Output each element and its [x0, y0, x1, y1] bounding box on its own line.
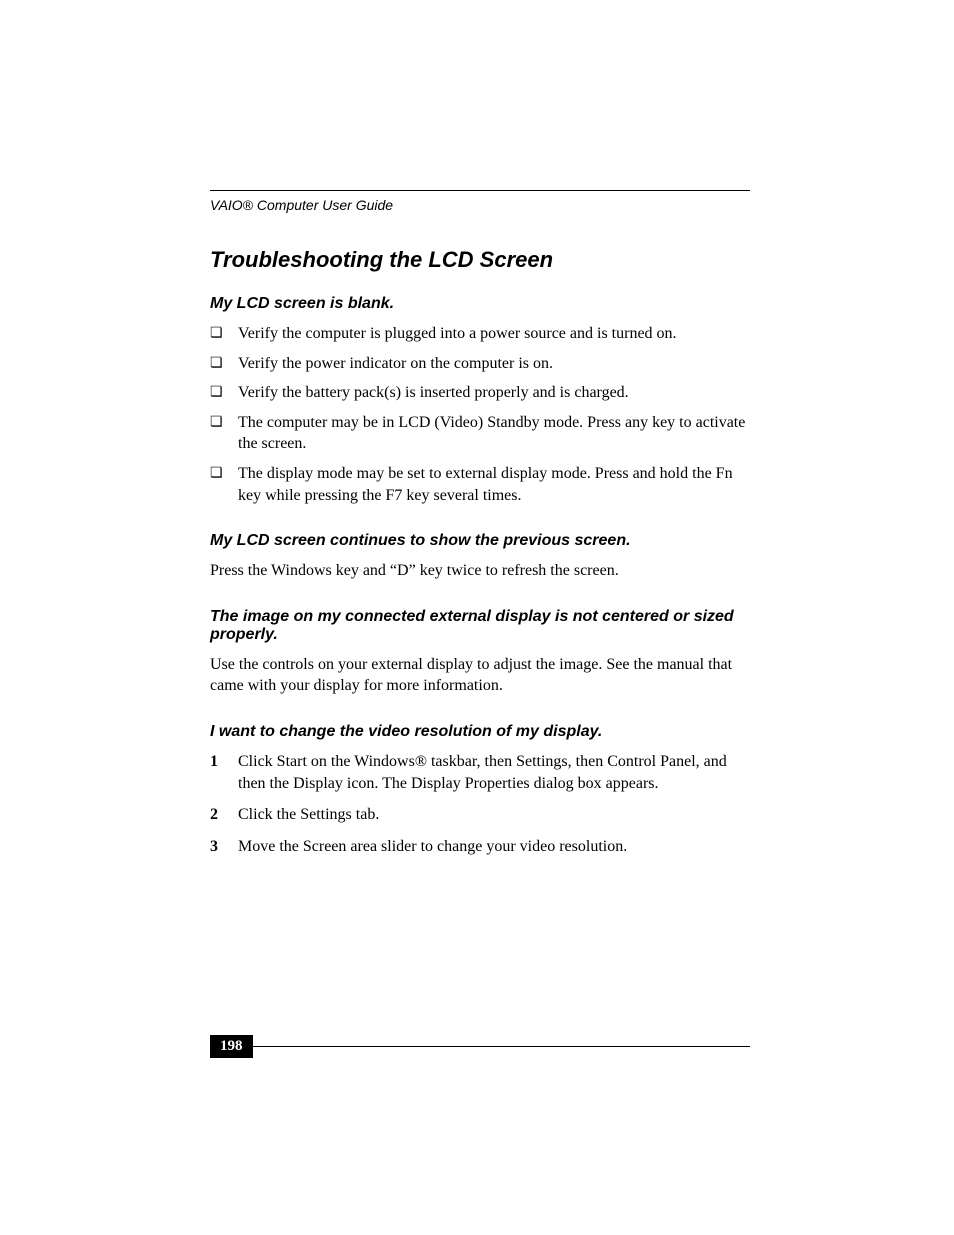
section-heading: My LCD screen is blank.	[210, 295, 750, 313]
list-item: ❏Verify the power indicator on the compu…	[210, 353, 750, 375]
checkbox-icon: ❏	[210, 382, 238, 403]
list-item-text: The display mode may be set to external …	[238, 463, 750, 506]
checkbox-icon: ❏	[210, 353, 238, 374]
checklist: ❏Verify the computer is plugged into a p…	[210, 323, 750, 506]
section-previous-screen: My LCD screen continues to show the prev…	[210, 532, 750, 582]
ordered-steps: 1Click Start on the Windows® taskbar, th…	[210, 751, 750, 857]
step-number: 3	[210, 836, 238, 858]
section-external-display: The image on my connected external displ…	[210, 608, 750, 697]
list-item: 2Click the Settings tab.	[210, 804, 750, 826]
list-item-text: The computer may be in LCD (Video) Stand…	[238, 412, 750, 455]
section-heading: The image on my connected external displ…	[210, 608, 750, 644]
list-item-text: Click the Settings tab.	[238, 804, 750, 826]
running-head: VAIO® Computer User Guide	[210, 197, 750, 213]
section-heading: My LCD screen continues to show the prev…	[210, 532, 750, 550]
step-number: 2	[210, 804, 238, 826]
checkbox-icon: ❏	[210, 463, 238, 484]
list-item-text: Verify the power indicator on the comput…	[238, 353, 750, 375]
checkbox-icon: ❏	[210, 323, 238, 344]
list-item-text: Move the Screen area slider to change yo…	[238, 836, 750, 858]
body-text: Press the Windows key and “D” key twice …	[210, 560, 750, 582]
footer-rule	[253, 1046, 751, 1047]
step-number: 1	[210, 751, 238, 773]
section-blank-screen: My LCD screen is blank. ❏Verify the comp…	[210, 295, 750, 506]
body-text: Use the controls on your external displa…	[210, 654, 750, 697]
list-item-text: Verify the battery pack(s) is inserted p…	[238, 382, 750, 404]
section-heading: I want to change the video resolution of…	[210, 723, 750, 741]
list-item-text: Click Start on the Windows® taskbar, the…	[238, 751, 750, 794]
page-number: 198	[210, 1035, 253, 1058]
page-content: VAIO® Computer User Guide Troubleshootin…	[210, 190, 750, 883]
list-item: ❏The computer may be in LCD (Video) Stan…	[210, 412, 750, 455]
header-rule	[210, 190, 750, 191]
list-item-text: Verify the computer is plugged into a po…	[238, 323, 750, 345]
section-change-resolution: I want to change the video resolution of…	[210, 723, 750, 857]
list-item: ❏Verify the computer is plugged into a p…	[210, 323, 750, 345]
list-item: 1Click Start on the Windows® taskbar, th…	[210, 751, 750, 794]
page-footer: 198	[210, 1035, 750, 1058]
checkbox-icon: ❏	[210, 412, 238, 433]
list-item: ❏Verify the battery pack(s) is inserted …	[210, 382, 750, 404]
list-item: ❏The display mode may be set to external…	[210, 463, 750, 506]
page-title: Troubleshooting the LCD Screen	[210, 247, 750, 273]
list-item: 3Move the Screen area slider to change y…	[210, 836, 750, 858]
